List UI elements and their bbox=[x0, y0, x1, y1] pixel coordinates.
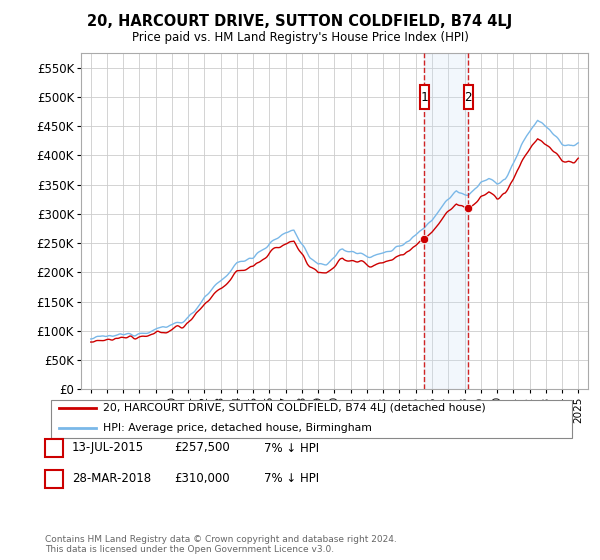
Text: HPI: Average price, detached house, Birmingham: HPI: Average price, detached house, Birm… bbox=[103, 423, 373, 433]
Text: 7% ↓ HPI: 7% ↓ HPI bbox=[264, 441, 319, 455]
Text: Contains HM Land Registry data © Crown copyright and database right 2024.
This d: Contains HM Land Registry data © Crown c… bbox=[45, 535, 397, 554]
Bar bbox=[424, 53, 468, 389]
Text: 1: 1 bbox=[50, 441, 58, 455]
FancyBboxPatch shape bbox=[50, 400, 572, 437]
Text: 1: 1 bbox=[421, 91, 428, 104]
FancyBboxPatch shape bbox=[464, 85, 473, 109]
Text: 2: 2 bbox=[464, 91, 472, 104]
Text: 28-MAR-2018: 28-MAR-2018 bbox=[72, 472, 151, 486]
Text: 20, HARCOURT DRIVE, SUTTON COLDFIELD, B74 4LJ (detached house): 20, HARCOURT DRIVE, SUTTON COLDFIELD, B7… bbox=[103, 403, 486, 413]
Text: £310,000: £310,000 bbox=[174, 472, 230, 486]
Text: £257,500: £257,500 bbox=[174, 441, 230, 455]
Text: Price paid vs. HM Land Registry's House Price Index (HPI): Price paid vs. HM Land Registry's House … bbox=[131, 31, 469, 44]
Text: 7% ↓ HPI: 7% ↓ HPI bbox=[264, 472, 319, 486]
Text: 13-JUL-2015: 13-JUL-2015 bbox=[72, 441, 144, 455]
Text: 20, HARCOURT DRIVE, SUTTON COLDFIELD, B74 4LJ: 20, HARCOURT DRIVE, SUTTON COLDFIELD, B7… bbox=[88, 14, 512, 29]
FancyBboxPatch shape bbox=[420, 85, 429, 109]
Text: 2: 2 bbox=[50, 472, 58, 486]
